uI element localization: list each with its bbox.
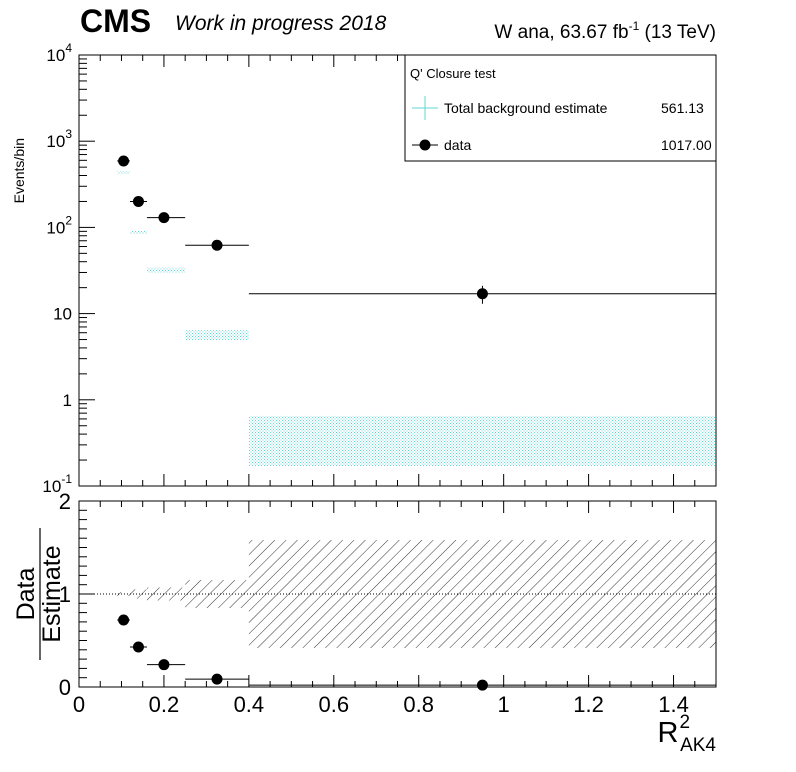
background-estimate-band [129, 230, 147, 234]
data-point [476, 288, 488, 300]
main-y-axis-label: Events/bin [11, 138, 27, 203]
ratio-y-tick-label: 0 [59, 675, 71, 700]
lumi-label: W ana, 63.67 fb-1 (13 TeV) [494, 19, 716, 43]
x-tick-label: 1 [498, 692, 510, 717]
x-axis-label-main: R [658, 717, 679, 749]
legend: Q' Closure test Total background estimat… [404, 54, 717, 162]
x-axis-label-sub: AK4 [680, 735, 716, 756]
lumi-exponent: -1 [629, 19, 640, 33]
ratio-y-denominator: Estimate [38, 545, 66, 642]
legend-title: Q' Closure test [410, 66, 496, 81]
ratio-y-numerator: Data [12, 568, 40, 621]
x-tick-label: 0.4 [234, 692, 265, 717]
ratio-uncertainty-band [129, 589, 147, 599]
x-axis-label: R2 AK4 [658, 712, 717, 756]
x-tick-label: 0.6 [319, 692, 350, 717]
legend-data-marker [419, 139, 431, 151]
x-tick-label: 1.4 [658, 692, 689, 717]
main-background-bands [117, 171, 716, 467]
legend-box [404, 54, 717, 162]
y-tick-label: 10 [53, 305, 72, 324]
status-label: Work in progress 2018 [175, 12, 387, 35]
lumi-suffix: (13 TeV) [639, 22, 716, 43]
y-tick-label: 1 [63, 391, 72, 410]
background-estimate-band [146, 267, 186, 273]
data-point [158, 212, 170, 224]
cms-label: CMS [80, 3, 151, 39]
data-point [132, 195, 144, 207]
main-axis-ticks [78, 55, 717, 487]
lumi-prefix: W ana, 63.67 fb [494, 22, 628, 43]
ratio-y-tick-label: 2 [59, 489, 71, 514]
ratio-x-tick-labels: 0 0.2 0.4 0.6 0.8 1 1.2 1.4 [73, 692, 689, 717]
legend-background-label: Total background estimate [444, 100, 608, 116]
legend-data-value: 1017.00 [661, 137, 712, 153]
legend-entry-background: Total background estimate 561.13 [412, 96, 704, 120]
main-y-tick-labels: 10-1 1 10 102 103 104 [42, 41, 72, 496]
ratio-uncertainty-band [248, 540, 716, 648]
main-data-points [117, 155, 716, 304]
ratio-axis-ticks [78, 500, 717, 688]
ratio-y-tick-labels: 0 1 2 [59, 489, 71, 700]
x-tick-label: 0 [73, 692, 85, 717]
background-estimate-band [185, 330, 249, 341]
y-tick-label: 102 [46, 213, 72, 237]
ratio-y-axis-label: Data Estimate [12, 528, 66, 660]
ratio-y-tick-label: 1 [59, 582, 71, 607]
ratio-point [158, 659, 170, 671]
ratio-point [132, 641, 144, 653]
legend-entry-data: data 1017.00 [412, 137, 712, 153]
legend-background-value: 561.13 [661, 100, 704, 116]
ratio-uncertainty-bands [117, 540, 716, 648]
y-tick-label: 10-1 [42, 472, 72, 496]
y-tick-label: 103 [46, 127, 72, 151]
y-tick-label: 104 [46, 41, 72, 65]
x-tick-label: 0.2 [149, 692, 180, 717]
data-point [118, 155, 130, 167]
ratio-panel: 0 1 2 0 0.2 0.4 0.6 0.8 1 1.2 1.4 Data Estimate R… [12, 489, 717, 756]
background-estimate-band [117, 171, 130, 175]
background-estimate-band [248, 415, 716, 467]
data-point [211, 239, 223, 251]
ratio-point [118, 614, 130, 626]
x-axis-label-sup: 2 [680, 712, 691, 733]
legend-data-label: data [444, 137, 471, 153]
main-panel: 10-1 1 10 102 103 104 Events/bin [11, 41, 717, 496]
ratio-uncertainty-band [117, 592, 130, 596]
x-tick-label: 1.2 [573, 692, 604, 717]
x-tick-label: 0.8 [403, 692, 434, 717]
ratio-point [211, 673, 223, 685]
